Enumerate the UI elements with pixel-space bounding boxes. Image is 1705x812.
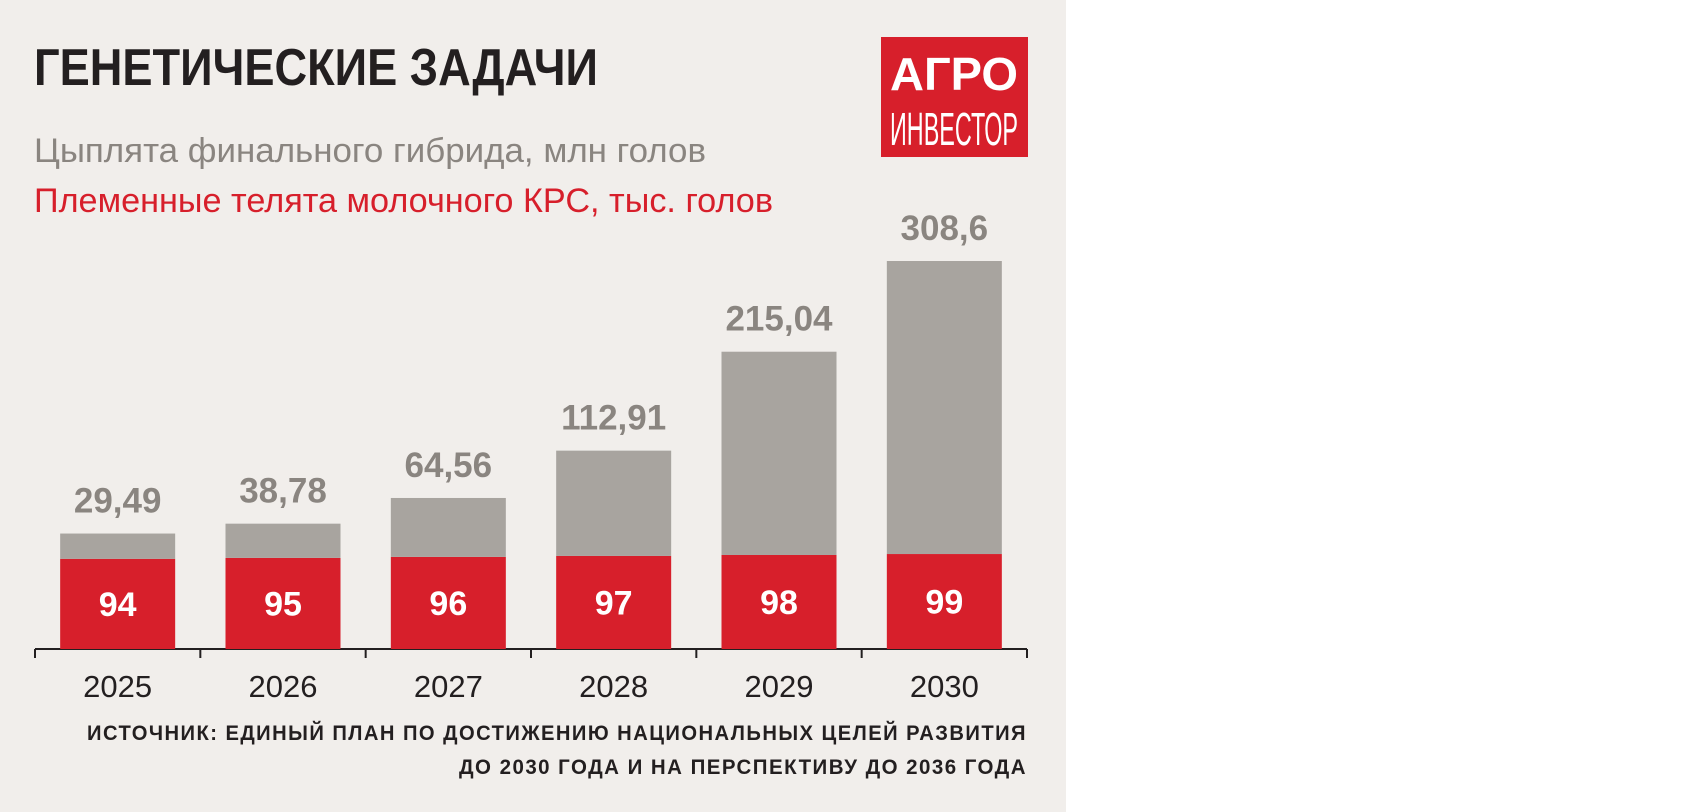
source-note: ИСТОЧНИК: ЕДИНЫЙ ПЛАН ПО ДОСТИЖЕНИЮ НАЦИ…: [87, 721, 1027, 745]
bar-segment: [721, 554, 837, 649]
value-label: 94: [99, 586, 137, 624]
x-tick-label: 2025: [83, 669, 152, 704]
logo-background: [881, 37, 1028, 157]
value-label: 38,78: [239, 472, 327, 511]
value-label: 96: [429, 585, 467, 623]
bar-segment: [556, 555, 672, 649]
bar-segment: [225, 523, 341, 558]
bar-segment: [886, 261, 1002, 555]
value-label: 308,6: [901, 209, 989, 248]
bar-segment: [721, 351, 837, 555]
source-note: ДО 2030 ГОДА И НА ПЕРСПЕКТИВУ ДО 2036 ГО…: [459, 756, 1027, 779]
x-tick-label: 2027: [414, 669, 483, 704]
value-label: 64,56: [405, 446, 493, 485]
logo: АГРО ИНВЕСТОР: [881, 37, 1028, 157]
logo-text: ИНВЕСТОР: [890, 103, 1018, 155]
logo-text: АГРО: [890, 48, 1018, 100]
value-label: 95: [264, 585, 302, 623]
x-tick-label: 2026: [249, 669, 318, 704]
bar-segment: [390, 556, 506, 649]
value-label: 99: [925, 584, 963, 622]
value-label: 112,91: [561, 399, 666, 438]
value-label: 98: [760, 584, 798, 622]
value-label: 215,04: [725, 300, 833, 339]
bar-segment: [225, 557, 341, 649]
bar-segment: [60, 533, 176, 559]
bar-segment: [390, 497, 506, 557]
x-tick-label: 2030: [910, 669, 979, 704]
bar-segment: [60, 558, 176, 649]
x-tick-label: 2028: [579, 669, 648, 704]
x-tick-label: 2029: [745, 669, 814, 704]
chart-title: ГЕНЕТИЧЕСКИЕ ЗАДАЧИ: [34, 39, 598, 97]
value-label: 29,49: [74, 482, 162, 521]
value-label: 97: [595, 584, 633, 622]
bar-segment: [556, 450, 672, 556]
legend-entry: Племенные телята молочного КРС, тыс. гол…: [34, 182, 773, 220]
legend-entry: Цыплята финального гибрида, млн голов: [34, 132, 706, 170]
bar-segment: [886, 554, 1002, 649]
